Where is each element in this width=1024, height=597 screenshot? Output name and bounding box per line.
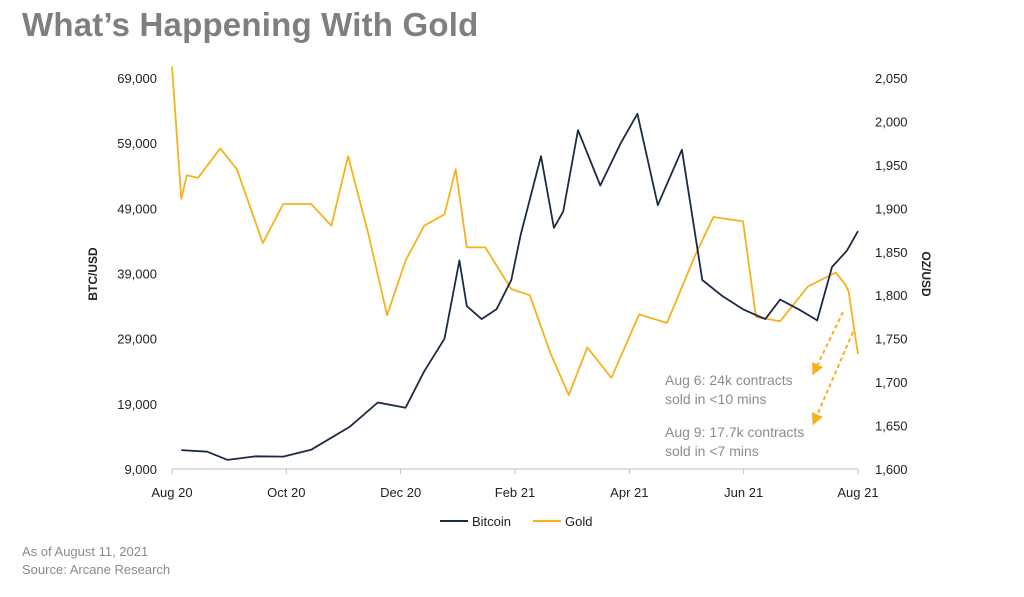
y-right-tick-label: 1,900 <box>875 201 908 216</box>
x-tick-label: Aug 20 <box>151 485 192 500</box>
y-right-tick-label: 1,800 <box>875 288 908 303</box>
annotation-text-line: sold in <10 mins <box>665 391 767 407</box>
series-line-gold <box>171 66 859 397</box>
x-tick-label: Apr 21 <box>610 485 648 500</box>
annotation-text-line: sold in <7 mins <box>665 443 759 459</box>
source-credit: Source: Arcane Research <box>22 562 171 577</box>
annotation-text-line: Aug 6: 24k contracts <box>665 372 793 388</box>
y-left-tick-label: 49,000 <box>117 201 157 216</box>
x-tick-label: Dec 20 <box>380 485 421 500</box>
y-right-tick-label: 1,650 <box>875 419 908 434</box>
y-right-tick-label: 1,600 <box>875 462 908 477</box>
series-line-bitcoin <box>181 112 859 461</box>
y-left-tick-label: 39,000 <box>117 267 157 282</box>
y-left-tick-label: 69,000 <box>117 71 157 86</box>
y-left-tick-label: 59,000 <box>117 136 157 151</box>
x-tick-label: Jun 21 <box>724 485 763 500</box>
y-left-tick-label: 29,000 <box>117 332 157 347</box>
chart-title: What’s Happening With Gold <box>22 6 479 43</box>
annotation-arrow <box>812 311 844 376</box>
chart-footer: As of August 11, 2021 Source: Arcane Res… <box>22 543 170 579</box>
annotation-text-line: Aug 9: 17.7k contracts <box>665 424 804 440</box>
legend-label-gold: Gold <box>565 514 592 529</box>
y-right-axis-title: OZ/USD <box>919 251 933 297</box>
y-left-tick-label: 9,000 <box>124 462 157 477</box>
as-of-date: As of August 11, 2021 <box>22 544 149 559</box>
y-right-tick-label: 1,950 <box>875 158 908 173</box>
y-left-tick-label: 19,000 <box>117 397 157 412</box>
annotation-arrow <box>811 331 854 426</box>
y-right-tick-label: 1,700 <box>875 375 908 390</box>
y-left-axis-title: BTC/USD <box>86 247 100 301</box>
y-right-tick-label: 1,750 <box>875 332 908 347</box>
y-right-tick-label: 1,850 <box>875 245 908 260</box>
x-tick-label: Feb 21 <box>495 485 535 500</box>
legend-label-bitcoin: Bitcoin <box>472 514 511 529</box>
x-tick-label: Oct 20 <box>267 485 305 500</box>
y-right-tick-label: 2,000 <box>875 114 908 129</box>
y-right-tick-label: 2,050 <box>875 71 908 86</box>
x-tick-label: Aug 21 <box>837 485 878 500</box>
